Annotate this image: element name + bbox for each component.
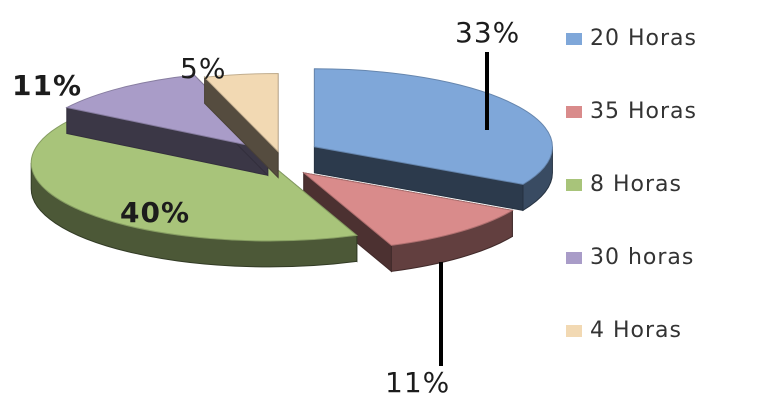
pie-slice-top (65, 74, 270, 151)
legend-swatch (566, 106, 582, 118)
leader-lines (439, 52, 489, 366)
pie-slice-top (302, 172, 514, 246)
slice-label: 5% (180, 52, 226, 85)
legend-entry: 8 Horas (590, 172, 682, 197)
legend-entry: 4 Horas (590, 318, 682, 343)
slice-label: 11% (12, 69, 82, 102)
legend-entry: 35 Horas (590, 99, 697, 124)
pie-slice-20-horas (313, 68, 553, 212)
pie-slice-top (203, 72, 279, 153)
legend-entry: 30 horas (590, 245, 694, 270)
slice-label: 11% (385, 366, 450, 398)
legend-swatch (566, 33, 582, 45)
legend: 20 Horas 35 Horas 8 Horas 30 horas 4 Horas (566, 26, 697, 343)
legend-entry: 20 Horas (590, 26, 697, 51)
slice-labels: 33% 11% 40% 11% 5% (12, 16, 520, 399)
slice-label: 40% (120, 196, 190, 229)
pie-slice-top (313, 68, 553, 185)
slice-label: 33% (455, 16, 520, 49)
legend-swatch (566, 179, 582, 191)
pie-slice-4-horas (203, 72, 279, 179)
pie-slice-top (30, 120, 359, 242)
slices-layer (30, 68, 553, 273)
legend-swatch (566, 325, 582, 337)
pie-slice-35-horas (302, 171, 514, 273)
legend-swatch (566, 252, 582, 264)
